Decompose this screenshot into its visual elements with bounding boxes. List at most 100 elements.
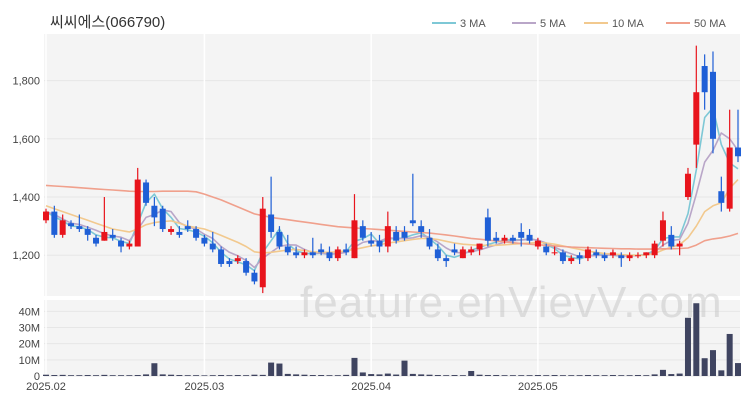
volume-axis-ticks: 0 10M 20M 30M 40M [19,306,40,383]
volume-bar [359,372,366,376]
candle-down [484,217,491,241]
candle-down [601,255,608,259]
volume-bar [709,350,716,376]
volume-bar [484,375,491,376]
candle-down [368,240,375,244]
candle-down [701,66,708,93]
candle-down [376,240,383,247]
candle-down [209,243,216,250]
volume-bar [351,357,358,376]
date-tick-label: 2025.05 [518,381,558,393]
volume-bar [42,374,50,376]
volume-bar [293,374,300,376]
candle-up [42,211,50,221]
volume-bar [226,375,233,376]
candle-down [443,258,450,262]
volume-bar [409,373,416,376]
volume-bar [668,374,675,376]
volume-bar [168,374,175,376]
volume-bar [393,374,400,376]
volume-bar [334,375,341,376]
candle-down [393,231,400,241]
candle-down [326,252,333,259]
volume-tick-label: 40M [19,306,40,318]
candle-up [634,255,641,257]
volume-bar [576,375,583,376]
candle-down [526,234,533,241]
candle-up [626,255,633,259]
candle-down [143,182,150,203]
candle-down [409,220,416,224]
candle-down [184,226,191,230]
price-tick-label: 1,200 [12,250,40,262]
volume-bar [651,374,658,376]
volume-plot-background [44,300,740,376]
volume-bars [42,303,742,376]
volume-bar [643,375,650,376]
candle-down [734,147,742,157]
volume-bar [268,362,275,376]
candles [42,45,742,294]
volume-bar [143,374,150,376]
candle-down [51,211,58,235]
candle-up [234,258,241,262]
volume-bar [51,375,58,376]
candle-down [509,237,516,241]
candle-down [293,252,300,256]
candle-down [518,231,525,238]
candle-down [618,255,625,259]
candle-up [609,252,616,256]
candle-down [268,214,275,232]
candle-down [309,252,316,256]
volume-bar [284,373,291,376]
volume-bar [476,374,483,376]
candle-down [284,246,291,253]
candle-down [426,237,433,247]
volume-bar [593,375,600,376]
legend: 3 MA 5 MA 10 MA 50 MA [432,18,726,30]
volume-bar [234,375,241,376]
price-tick-label: 1,600 [12,134,40,146]
volume-bar [384,373,391,376]
volume-bar [343,374,350,376]
candle-up [259,208,266,288]
volume-bar [68,375,75,376]
volume-bar [368,374,375,376]
candle-up [584,249,591,259]
candle-up [101,231,108,241]
volume-bar [218,375,225,376]
volume-bar [193,375,200,376]
candle-up [568,258,575,262]
price-axis-ticks: 1,200 1,400 1,600 1,800 [12,76,40,263]
volume-bar [309,375,316,376]
volume-bar [184,375,191,376]
volume-bar [134,375,141,376]
volume-bar [443,375,450,376]
legend-label: 10 MA [612,18,644,30]
candle-up [643,252,650,256]
volume-bar [634,375,641,376]
volume-bar [209,375,216,376]
candle-down [201,237,208,244]
candle-down [251,272,258,282]
volume-bar [243,375,250,376]
candle-up [551,252,558,254]
volume-bar [251,374,258,376]
candle-up [59,220,66,235]
candle-up [351,220,358,259]
date-tick-label: 2025.02 [26,381,66,393]
volume-bar [459,375,466,376]
volume-tick-label: 0 [34,371,40,383]
volume-bar [734,363,742,376]
volume-bar [259,374,266,376]
candle-down [559,252,566,262]
candle-up [126,243,133,247]
candle-down [226,261,233,264]
volume-bar [518,375,525,376]
volume-bar [426,374,433,376]
volume-bar [659,369,666,376]
candle-up [659,220,666,241]
candle-up [168,229,175,232]
legend-label: 5 MA [540,18,566,30]
